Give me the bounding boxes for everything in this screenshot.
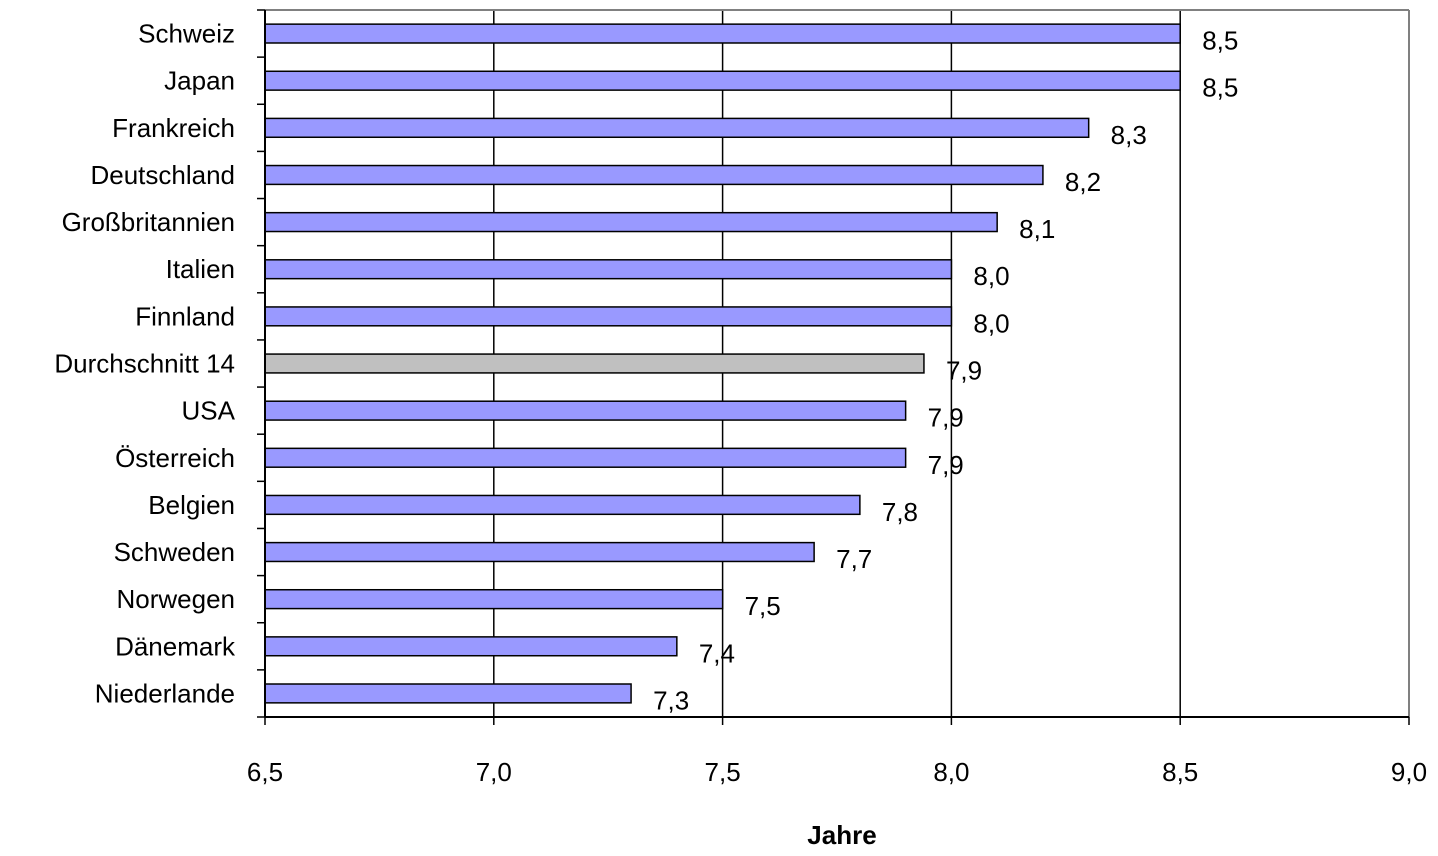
data-label: 7,5 — [745, 591, 781, 621]
bar — [264, 306, 953, 327]
bar — [264, 70, 1181, 91]
bar — [264, 588, 724, 610]
category-label: Deutschland — [90, 160, 235, 190]
x-tick-label: 8,5 — [1162, 757, 1198, 787]
bar — [264, 164, 1044, 186]
data-label: 7,9 — [928, 403, 964, 433]
data-label: 7,9 — [928, 450, 964, 480]
data-label: 7,4 — [699, 638, 735, 668]
data-label: 8,3 — [1111, 120, 1147, 150]
plot-frame — [265, 9, 1410, 717]
category-labels: Schweiz Japan Frankreich Deutschland Großbri… — [54, 19, 236, 709]
category-label: Italien — [166, 254, 235, 284]
bar — [264, 494, 861, 516]
data-label: 8,0 — [973, 308, 1009, 338]
bar — [264, 636, 678, 657]
category-label: Belgien — [148, 490, 235, 520]
category-label: Frankreich — [112, 113, 235, 143]
category-label: Finnland — [135, 301, 235, 331]
category-label: Niederlande — [95, 678, 235, 708]
bar — [264, 683, 632, 704]
category-label: Österreich — [115, 443, 235, 473]
x-tick-label: 9,0 — [1391, 757, 1427, 787]
category-label: Durchschnitt 14 — [54, 349, 235, 379]
x-tick-label: 7,0 — [476, 757, 512, 787]
x-tick-label: 8,0 — [933, 757, 969, 787]
category-label: Schweden — [114, 537, 235, 567]
x-tick-label: 6,5 — [247, 757, 283, 787]
tick-labels: 6,5 7,0 7,5 8,0 8,5 9,0 — [247, 757, 1427, 787]
data-label: 7,7 — [836, 544, 872, 574]
category-label: Norwegen — [116, 584, 235, 614]
x-axis-title: Jahre — [807, 820, 876, 850]
data-label: 8,5 — [1202, 26, 1238, 56]
bar — [264, 23, 1181, 44]
data-label: 7,9 — [946, 356, 982, 386]
bar — [264, 447, 907, 468]
x-tick-label: 7,5 — [705, 757, 741, 787]
axes — [257, 9, 1410, 725]
bars — [264, 23, 1181, 704]
bar — [264, 541, 815, 563]
category-label: Japan — [164, 66, 235, 96]
bar — [264, 117, 1090, 139]
category-label: Schweiz — [138, 19, 235, 49]
bar — [264, 211, 998, 233]
bar — [264, 400, 907, 421]
category-label: USA — [182, 396, 236, 426]
bar — [264, 259, 953, 280]
data-label: 7,8 — [882, 497, 918, 527]
data-label: 7,3 — [653, 685, 689, 715]
bar — [264, 353, 925, 374]
data-label: 8,0 — [973, 261, 1009, 291]
data-labels: 8,5 8,5 8,3 8,2 8,1 8,0 8,0 7,9 7,9 7,9 7,8 7,7 7,5 7… — [653, 26, 1238, 716]
data-label: 8,2 — [1065, 167, 1101, 197]
data-label: 8,5 — [1202, 73, 1238, 103]
category-label: Großbritannien — [62, 207, 235, 237]
data-label: 8,1 — [1019, 214, 1055, 244]
category-label: Dänemark — [115, 631, 236, 661]
